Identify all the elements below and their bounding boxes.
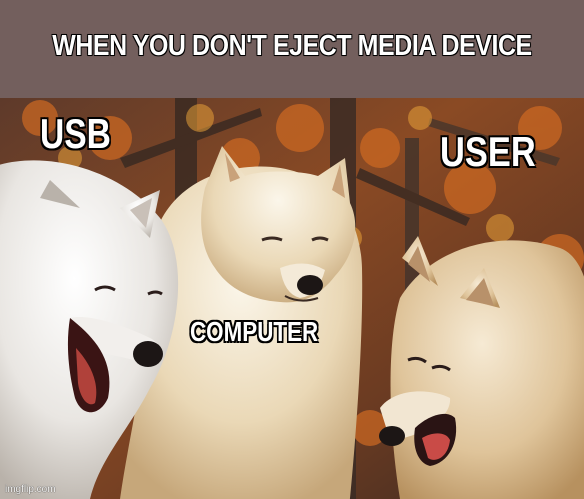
laughing-wolves-photo	[0, 98, 584, 499]
imgflip-watermark: imgflip.com	[5, 484, 56, 495]
caption-bar: WHEN YOU DON'T EJECT MEDIA DEVICE	[0, 0, 584, 98]
meme-caption: WHEN YOU DON'T EJECT MEDIA DEVICE	[52, 30, 532, 62]
label-computer: COMPUTER	[190, 316, 319, 347]
label-user: USER	[440, 128, 536, 175]
label-usb: USB	[40, 110, 111, 157]
